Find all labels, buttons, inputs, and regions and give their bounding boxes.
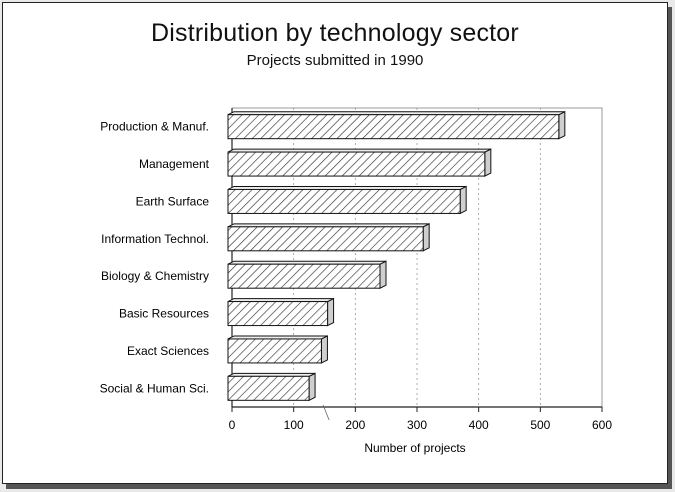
bar xyxy=(227,114,560,140)
x-tick-label: 600 xyxy=(592,418,612,432)
bar-side xyxy=(422,223,430,252)
x-axis-title: Number of projects xyxy=(364,441,465,455)
bar-side xyxy=(308,372,316,402)
category-label: Management xyxy=(139,157,210,171)
bar-side xyxy=(484,148,492,177)
bar xyxy=(227,375,310,401)
bar xyxy=(227,263,381,289)
bar-side xyxy=(320,335,328,364)
x-tick-label: 200 xyxy=(345,418,365,432)
x-tick-label: 0 xyxy=(229,418,236,432)
bar-side xyxy=(558,110,566,140)
category-label: Production & Manuf. xyxy=(100,120,209,134)
x-tick-label: 300 xyxy=(407,418,427,432)
category-label: Information Technol. xyxy=(101,232,209,246)
category-label: Biology & Chemistry xyxy=(101,269,209,283)
bar-side xyxy=(459,185,467,215)
x-tick-label: 100 xyxy=(284,418,304,432)
chart-title: Distribution by technology sector xyxy=(151,19,519,47)
category-label: Basic Resources xyxy=(119,307,209,321)
bar xyxy=(227,151,486,177)
category-label: Earth Surface xyxy=(136,194,210,208)
bar-side xyxy=(327,297,335,327)
leader-line xyxy=(322,404,330,421)
category-label: Social & Human Sci. xyxy=(100,381,209,395)
bar-side xyxy=(379,260,387,289)
chart-subtitle: Projects submitted in 1990 xyxy=(246,52,424,69)
x-tick-label: 500 xyxy=(530,418,550,432)
bar xyxy=(227,338,322,364)
plot-area: 0 100 200 300 400 500 600 Production & Manuf. Ma… xyxy=(100,107,612,432)
bar xyxy=(227,226,424,252)
x-tick-label: 400 xyxy=(469,418,489,432)
bar xyxy=(227,188,461,214)
bar xyxy=(227,301,329,327)
category-label: Exact Sciences xyxy=(127,344,209,358)
